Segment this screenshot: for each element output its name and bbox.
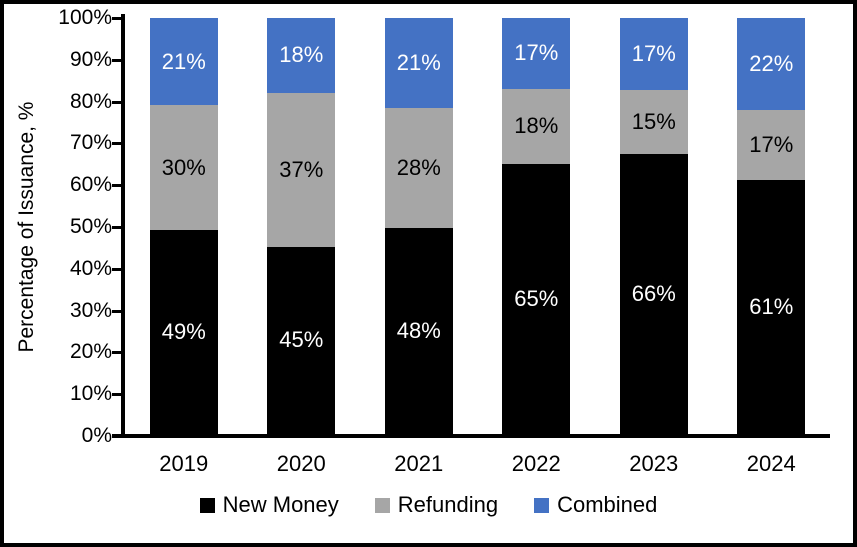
legend-item-combined: Combined xyxy=(534,492,657,518)
legend-swatch-icon xyxy=(199,497,215,513)
bar-segment-value-label: 49% xyxy=(161,319,206,345)
y-tick-mark xyxy=(112,351,124,354)
bar-segment-new-money-2021: 48% xyxy=(384,228,453,434)
bar-segment-new-money-2023: 66% xyxy=(619,153,688,434)
y-tick-label: 0% xyxy=(81,424,112,447)
bar-segment-value-label: 65% xyxy=(514,285,559,311)
y-tick-label: 40% xyxy=(69,257,112,280)
y-tick-label: 50% xyxy=(69,215,112,238)
legend-item-refunding: Refunding xyxy=(374,492,499,518)
bar-segment-new-money-2024: 61% xyxy=(737,180,806,434)
y-tick-label: 10% xyxy=(69,382,112,405)
bar-segment-value-label: 18% xyxy=(514,113,559,139)
bar-segment-refunding-2019: 30% xyxy=(149,105,218,231)
x-category-label-2023: 2023 xyxy=(629,451,679,476)
y-tick-mark xyxy=(112,101,124,104)
y-tick-label: 70% xyxy=(69,131,112,154)
bar-segment-combined-2023: 17% xyxy=(619,18,688,91)
bar-segment-value-label: 17% xyxy=(631,41,676,67)
y-tick-label: 90% xyxy=(69,48,112,71)
legend: New Money Refunding Combined xyxy=(0,492,857,518)
y-tick-mark xyxy=(112,184,124,187)
bar-segment-value-label: 28% xyxy=(396,155,441,181)
y-tick-mark xyxy=(112,268,124,271)
x-category-label-2022: 2022 xyxy=(511,451,561,476)
x-axis-line xyxy=(112,434,830,438)
y-tick-label: 20% xyxy=(69,340,112,363)
bar-segment-combined-2020: 18% xyxy=(267,18,336,93)
legend-label: New Money xyxy=(222,492,339,517)
y-tick-mark xyxy=(112,393,124,396)
bar-segment-value-label: 21% xyxy=(396,50,441,76)
bar-segment-value-label: 22% xyxy=(749,50,794,76)
y-tick-mark xyxy=(112,17,124,20)
legend-swatch-icon xyxy=(374,497,390,513)
x-category-label-2019: 2019 xyxy=(159,451,209,476)
bar-segment-refunding-2023: 15% xyxy=(619,90,688,154)
bar-segment-value-label: 37% xyxy=(279,156,324,182)
bar-segment-combined-2019: 21% xyxy=(149,18,218,106)
bar-segment-value-label: 66% xyxy=(631,280,676,306)
x-category-label-2020: 2020 xyxy=(276,451,326,476)
bar-segment-combined-2022: 17% xyxy=(502,18,571,89)
bar-segment-combined-2021: 21% xyxy=(384,18,453,109)
bar-segment-value-label: 48% xyxy=(396,318,441,344)
y-axis-title: Percentage of Issuance, % xyxy=(15,101,38,353)
y-tick-label: 80% xyxy=(69,90,112,113)
x-category-label-2024: 2024 xyxy=(746,451,796,476)
bar-segment-refunding-2020: 37% xyxy=(267,92,336,247)
bar-segment-refunding-2024: 17% xyxy=(737,109,806,181)
bar-segment-new-money-2022: 65% xyxy=(502,163,571,434)
bar-segment-refunding-2021: 28% xyxy=(384,108,453,229)
bar-segment-new-money-2019: 49% xyxy=(149,230,218,434)
legend-item-new-money: New Money xyxy=(199,492,339,518)
bar-segment-new-money-2020: 45% xyxy=(267,246,336,434)
legend-label: Combined xyxy=(557,492,658,517)
y-tick-mark xyxy=(112,435,124,438)
bar-segment-refunding-2022: 18% xyxy=(502,88,571,164)
bar-segment-value-label: 30% xyxy=(161,154,206,180)
y-tick-label: 100% xyxy=(58,6,112,29)
y-tick-mark xyxy=(112,142,124,145)
x-category-label-2021: 2021 xyxy=(394,451,444,476)
bar-segment-value-label: 15% xyxy=(631,109,676,135)
bar-segment-value-label: 61% xyxy=(749,294,794,320)
bar-segment-value-label: 45% xyxy=(279,327,324,353)
bar-segment-value-label: 21% xyxy=(161,48,206,74)
y-tick-label: 60% xyxy=(69,173,112,196)
bar-segment-combined-2024: 22% xyxy=(737,18,806,110)
bar-segment-value-label: 17% xyxy=(749,131,794,157)
y-tick-mark xyxy=(112,226,124,229)
bar-segment-value-label: 17% xyxy=(514,40,559,66)
bar-segment-value-label: 18% xyxy=(279,42,324,68)
y-tick-mark xyxy=(112,59,124,62)
legend-swatch-icon xyxy=(534,497,550,513)
y-tick-label: 30% xyxy=(69,299,112,322)
legend-label: Refunding xyxy=(397,492,499,517)
y-tick-mark xyxy=(112,310,124,313)
